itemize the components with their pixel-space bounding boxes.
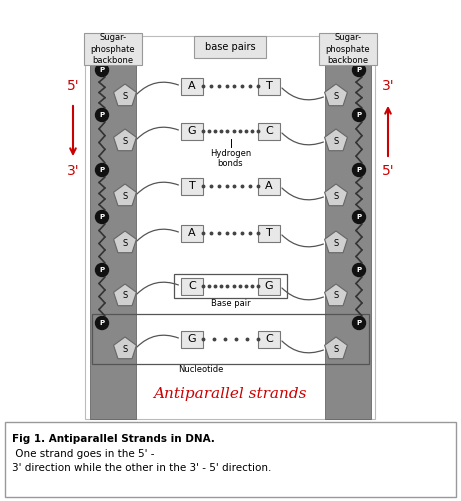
- Text: Base pair: Base pair: [211, 299, 250, 308]
- Text: Fig 1. Antiparallel Strands in DNA.: Fig 1. Antiparallel Strands in DNA.: [12, 434, 215, 444]
- Text: base pairs: base pairs: [205, 42, 255, 52]
- Circle shape: [95, 163, 108, 176]
- Text: Antiparallel strands: Antiparallel strands: [153, 387, 307, 401]
- Text: 5': 5': [382, 164, 394, 178]
- FancyBboxPatch shape: [181, 278, 203, 295]
- FancyBboxPatch shape: [181, 78, 203, 95]
- FancyBboxPatch shape: [258, 278, 280, 295]
- Text: P: P: [356, 320, 361, 326]
- Text: A: A: [188, 228, 196, 238]
- Circle shape: [353, 163, 366, 176]
- Text: S: S: [333, 191, 339, 200]
- Polygon shape: [113, 231, 136, 253]
- Polygon shape: [325, 284, 348, 306]
- FancyBboxPatch shape: [84, 33, 142, 65]
- Text: S: S: [333, 292, 339, 301]
- Text: C: C: [265, 126, 273, 136]
- Text: P: P: [100, 67, 105, 73]
- FancyBboxPatch shape: [194, 36, 266, 58]
- Text: T: T: [266, 228, 272, 238]
- Text: P: P: [356, 67, 361, 73]
- FancyBboxPatch shape: [319, 33, 377, 65]
- FancyBboxPatch shape: [258, 224, 280, 241]
- FancyBboxPatch shape: [258, 177, 280, 194]
- FancyBboxPatch shape: [258, 123, 280, 139]
- Text: P: P: [100, 167, 105, 173]
- Polygon shape: [113, 184, 136, 206]
- Text: G: G: [265, 281, 273, 291]
- Circle shape: [95, 264, 108, 277]
- FancyBboxPatch shape: [258, 331, 280, 348]
- Text: Sugar-
phosphate
backbone: Sugar- phosphate backbone: [325, 34, 370, 65]
- Text: P: P: [100, 320, 105, 326]
- FancyBboxPatch shape: [5, 422, 456, 497]
- Polygon shape: [325, 184, 348, 206]
- Text: P: P: [356, 167, 361, 173]
- Text: S: S: [333, 92, 339, 101]
- Text: S: S: [122, 292, 128, 301]
- Text: Sugar-
phosphate
backbone: Sugar- phosphate backbone: [91, 34, 136, 65]
- Text: P: P: [100, 112, 105, 118]
- Text: 5': 5': [67, 79, 79, 93]
- Text: S: S: [333, 238, 339, 247]
- Text: Nucleotide: Nucleotide: [178, 365, 223, 374]
- Text: A: A: [188, 81, 196, 91]
- Text: C: C: [188, 281, 196, 291]
- Text: T: T: [266, 81, 272, 91]
- FancyBboxPatch shape: [181, 123, 203, 139]
- Text: S: S: [122, 136, 128, 145]
- Polygon shape: [113, 84, 136, 106]
- Text: S: S: [333, 136, 339, 145]
- Circle shape: [353, 210, 366, 223]
- Circle shape: [353, 317, 366, 330]
- Circle shape: [95, 109, 108, 122]
- FancyBboxPatch shape: [181, 177, 203, 194]
- Text: Hydrogen
bonds: Hydrogen bonds: [210, 149, 251, 168]
- FancyBboxPatch shape: [181, 331, 203, 348]
- Circle shape: [353, 264, 366, 277]
- Text: C: C: [265, 334, 273, 344]
- Polygon shape: [113, 284, 136, 306]
- Circle shape: [95, 317, 108, 330]
- FancyBboxPatch shape: [325, 38, 371, 419]
- Text: S: S: [333, 345, 339, 354]
- Text: S: S: [122, 345, 128, 354]
- FancyBboxPatch shape: [181, 224, 203, 241]
- Circle shape: [353, 109, 366, 122]
- Text: G: G: [188, 126, 196, 136]
- Text: P: P: [356, 214, 361, 220]
- Text: A: A: [265, 181, 273, 191]
- Text: P: P: [100, 214, 105, 220]
- Text: S: S: [122, 92, 128, 101]
- Circle shape: [353, 64, 366, 77]
- Text: P: P: [100, 267, 105, 273]
- FancyBboxPatch shape: [90, 38, 136, 419]
- Polygon shape: [113, 337, 136, 359]
- FancyBboxPatch shape: [258, 78, 280, 95]
- Circle shape: [95, 210, 108, 223]
- Text: P: P: [356, 267, 361, 273]
- Text: One strand goes in the 5' -: One strand goes in the 5' -: [12, 449, 154, 459]
- Circle shape: [95, 64, 108, 77]
- Text: S: S: [122, 191, 128, 200]
- Polygon shape: [325, 84, 348, 106]
- Polygon shape: [325, 337, 348, 359]
- Text: G: G: [188, 334, 196, 344]
- Text: 3': 3': [382, 79, 394, 93]
- Text: T: T: [189, 181, 195, 191]
- Polygon shape: [113, 129, 136, 151]
- Polygon shape: [325, 129, 348, 151]
- FancyBboxPatch shape: [85, 36, 375, 419]
- Text: 3' direction while the other in the 3' - 5' direction.: 3' direction while the other in the 3' -…: [12, 463, 272, 473]
- Text: S: S: [122, 238, 128, 247]
- Text: 3': 3': [67, 164, 79, 178]
- Text: P: P: [356, 112, 361, 118]
- Polygon shape: [325, 231, 348, 253]
